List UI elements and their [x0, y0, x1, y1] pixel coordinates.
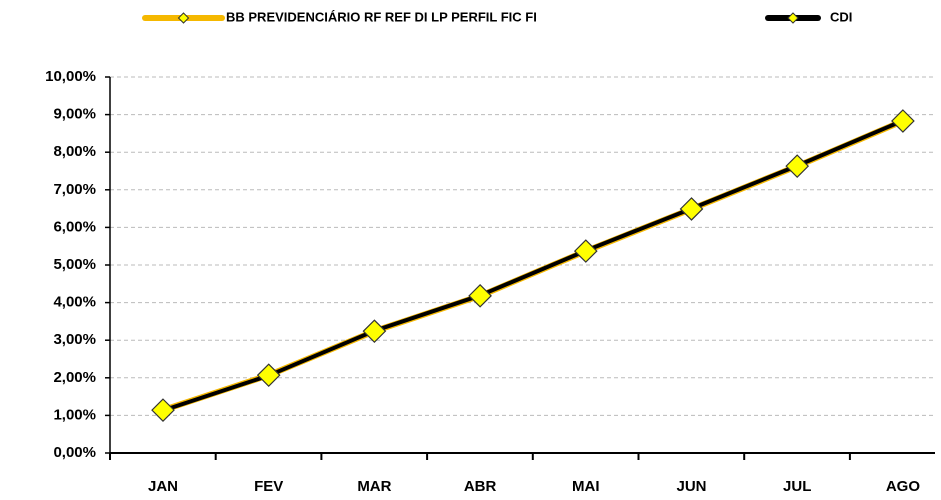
legend-marker — [177, 12, 190, 24]
x-tick-label: JUL — [783, 478, 811, 495]
y-tick-label: 5,00% — [53, 256, 96, 273]
legend-marker — [787, 12, 799, 24]
x-tick-label: AGO — [886, 478, 921, 495]
x-tick-label: FEV — [254, 478, 283, 495]
x-tick-label: JUN — [676, 478, 706, 495]
x-tick-label: ABR — [464, 478, 497, 495]
marker — [256, 363, 281, 388]
y-tick-label: 8,00% — [53, 143, 96, 160]
marker — [573, 239, 598, 263]
marker — [785, 154, 810, 178]
legend-label: CDI — [830, 9, 852, 24]
legend-label: BB PREVIDENCIÁRIO RF REF DI LP PERFIL FI… — [226, 9, 537, 24]
y-tick-label: 7,00% — [53, 181, 96, 198]
y-tick-label: 1,00% — [53, 406, 96, 423]
marker — [468, 283, 492, 308]
y-tick-label: 4,00% — [53, 294, 96, 311]
marker — [151, 398, 175, 422]
marker — [679, 197, 704, 221]
legend: BB PREVIDENCIÁRIO RF REF DI LP PERFIL FI… — [142, 9, 852, 24]
y-tick-label: 2,00% — [53, 369, 96, 386]
marker — [891, 109, 915, 133]
x-tick-label: JAN — [148, 478, 178, 495]
y-tick-label: 6,00% — [53, 218, 96, 235]
x-tick-label: MAI — [572, 478, 600, 495]
y-tick-label: 0,00% — [53, 444, 96, 461]
y-tick-label: 9,00% — [53, 106, 96, 123]
y-tick-label: 10,00% — [45, 68, 96, 85]
series-line — [162, 118, 904, 413]
marker — [362, 319, 387, 344]
x-tick-label: MAR — [357, 478, 391, 495]
y-tick-label: 3,00% — [53, 331, 96, 348]
